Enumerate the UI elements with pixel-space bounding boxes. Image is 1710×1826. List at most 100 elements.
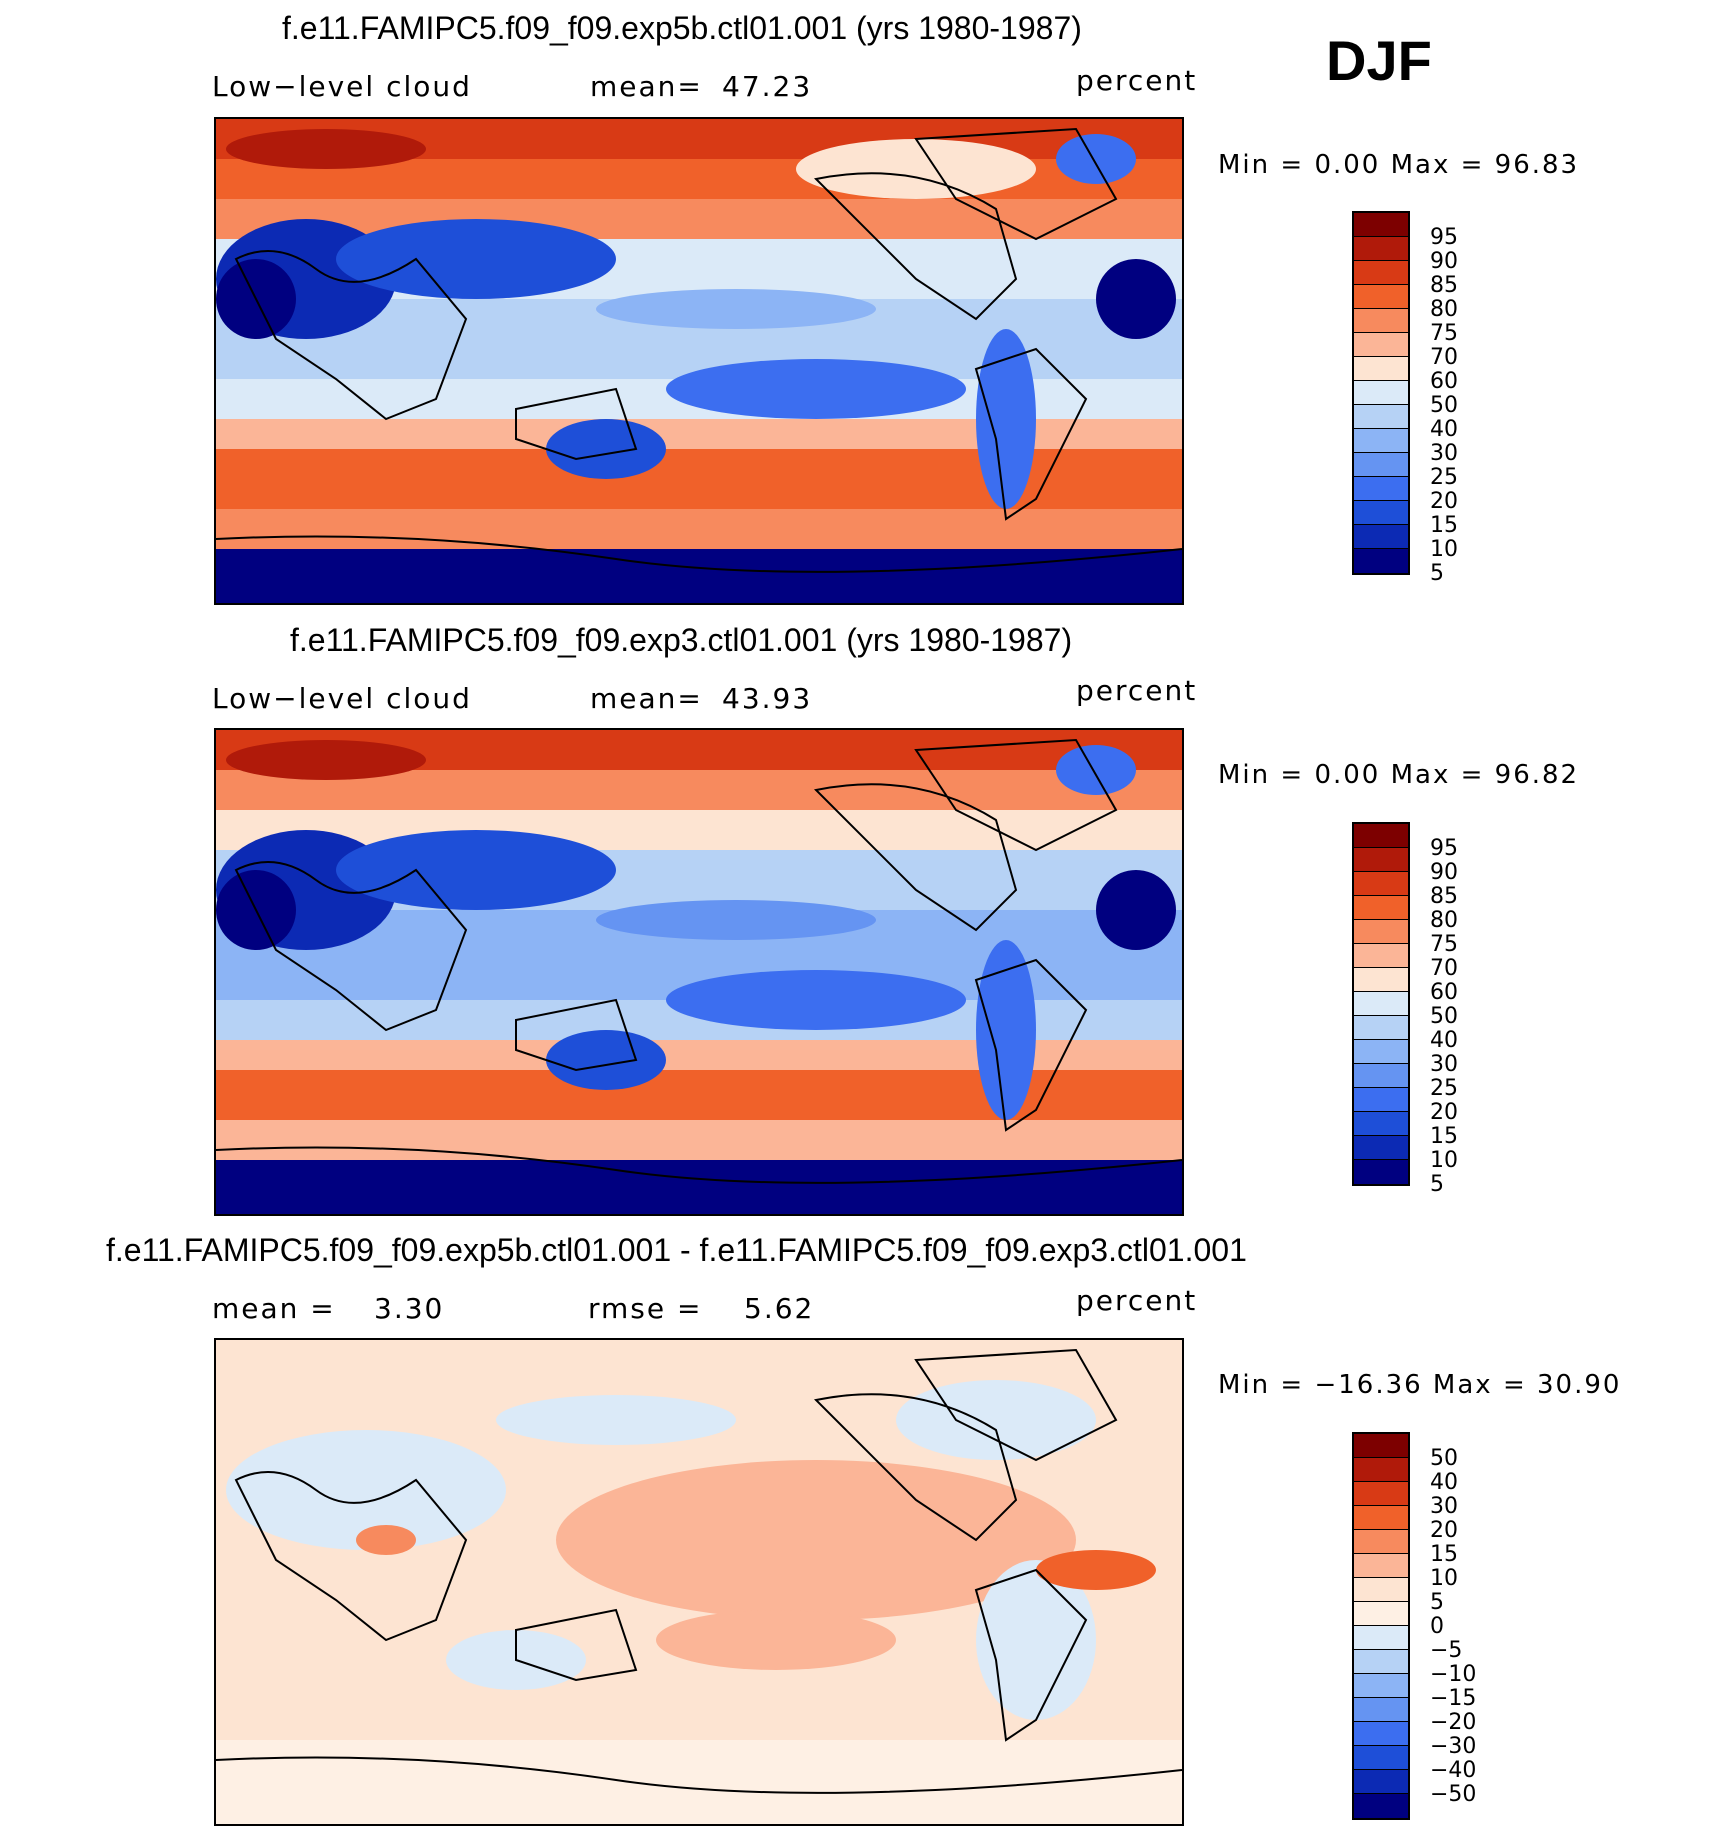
panel-3-mean-label: mean = bbox=[212, 1292, 336, 1325]
colorbar-swatch bbox=[1354, 1530, 1408, 1554]
colorbar-swatch bbox=[1354, 1578, 1408, 1602]
colorbar-swatch bbox=[1354, 1626, 1408, 1650]
colorbar-tick-label: 25 bbox=[1430, 465, 1458, 490]
colorbar-swatch bbox=[1354, 1040, 1408, 1064]
colorbar-swatch bbox=[1354, 1650, 1408, 1674]
colorbar-tick-label: 40 bbox=[1430, 1470, 1458, 1495]
colorbar-tick-label: 40 bbox=[1430, 1028, 1458, 1053]
colorbar-tick-label: 20 bbox=[1430, 489, 1458, 514]
colorbar-swatch bbox=[1354, 944, 1408, 968]
panel-1-units: percent bbox=[1076, 64, 1198, 97]
colorbar-swatch bbox=[1354, 1016, 1408, 1040]
colorbar-tick-label: 50 bbox=[1430, 1446, 1458, 1471]
colorbar-tick-label: 30 bbox=[1430, 441, 1458, 466]
panel-1-mean-value: 47.23 bbox=[722, 70, 813, 103]
colorbar-swatch bbox=[1354, 453, 1408, 477]
colorbar-tick-label: 70 bbox=[1430, 956, 1458, 981]
colorbar-swatch bbox=[1354, 1722, 1408, 1746]
colorbar-tick-label: 5 bbox=[1430, 561, 1444, 586]
colorbar-tick-label: −30 bbox=[1430, 1734, 1477, 1759]
colorbar-tick-label: −40 bbox=[1430, 1758, 1477, 1783]
colorbar-tick-label: 70 bbox=[1430, 345, 1458, 370]
colorbar-swatch bbox=[1354, 872, 1408, 896]
colorbar-tick-label: 20 bbox=[1430, 1518, 1458, 1543]
colorbar-tick-label: 25 bbox=[1430, 1076, 1458, 1101]
colorbar-swatch bbox=[1354, 405, 1408, 429]
colorbar-swatch bbox=[1354, 1434, 1408, 1458]
colorbar-swatch bbox=[1354, 920, 1408, 944]
colorbar-swatch bbox=[1354, 1160, 1408, 1184]
panel-3-map-graphic bbox=[216, 1340, 1182, 1824]
panel-3-units: percent bbox=[1076, 1284, 1198, 1317]
panel-2-variable-label: Low−level cloud bbox=[212, 682, 472, 715]
panel-3-title: f.e11.FAMIPC5.f09_f09.exp5b.ctl01.001 - … bbox=[106, 1232, 1247, 1268]
colorbar-tick-label: −50 bbox=[1430, 1782, 1477, 1807]
panel-2-mean-value: 43.93 bbox=[722, 682, 813, 715]
colorbar-tick-label: 75 bbox=[1430, 321, 1458, 346]
colorbar-swatch bbox=[1354, 237, 1408, 261]
colorbar-swatch bbox=[1354, 525, 1408, 549]
colorbar-swatch bbox=[1354, 549, 1408, 573]
colorbar-tick-label: 60 bbox=[1430, 980, 1458, 1005]
panel-1-map bbox=[214, 117, 1184, 605]
panel-1-map-graphic bbox=[216, 119, 1182, 603]
colorbar-tick-label: 80 bbox=[1430, 908, 1458, 933]
colorbar-tick-label: 5 bbox=[1430, 1172, 1444, 1197]
colorbar-tick-label: 80 bbox=[1430, 297, 1458, 322]
colorbar-swatch bbox=[1354, 1064, 1408, 1088]
panel-3-rmse-label: rmse = bbox=[588, 1292, 703, 1325]
panel-3-rmse-value: 5.62 bbox=[744, 1292, 815, 1325]
panel-2-map-graphic bbox=[216, 730, 1182, 1214]
colorbar-swatch bbox=[1354, 1554, 1408, 1578]
colorbar-swatch bbox=[1354, 1112, 1408, 1136]
colorbar-swatch bbox=[1354, 213, 1408, 237]
colorbar-swatch bbox=[1354, 477, 1408, 501]
colorbar-tick-label: 90 bbox=[1430, 249, 1458, 274]
colorbar-tick-label: 15 bbox=[1430, 513, 1458, 538]
colorbar-swatch bbox=[1354, 848, 1408, 872]
colorbar-swatch bbox=[1354, 501, 1408, 525]
season-label: DJF bbox=[1326, 29, 1432, 92]
colorbar-tick-label: 50 bbox=[1430, 1004, 1458, 1029]
colorbar-tick-label: 85 bbox=[1430, 884, 1458, 909]
colorbar-tick-label: −20 bbox=[1430, 1710, 1477, 1735]
panel-2-title: f.e11.FAMIPC5.f09_f09.exp3.ctl01.001 (yr… bbox=[290, 622, 1073, 658]
colorbar-swatch bbox=[1354, 381, 1408, 405]
colorbar-tick-label: 15 bbox=[1430, 1124, 1458, 1149]
colorbar-tick-label: 10 bbox=[1430, 1148, 1458, 1173]
colorbar-tick-label: 10 bbox=[1430, 1566, 1458, 1591]
colorbar-swatch bbox=[1354, 1458, 1408, 1482]
colorbar-swatch bbox=[1354, 1482, 1408, 1506]
colorbar-swatch bbox=[1354, 896, 1408, 920]
panel-2-units: percent bbox=[1076, 674, 1198, 707]
colorbar-swatch bbox=[1354, 333, 1408, 357]
panel-2-map bbox=[214, 728, 1184, 1216]
colorbar-swatch bbox=[1354, 1506, 1408, 1530]
colorbar-swatch bbox=[1354, 1770, 1408, 1794]
panel-3-map bbox=[214, 1338, 1184, 1826]
panel-1-minmax: Min = 0.00 Max = 96.83 bbox=[1218, 150, 1580, 180]
panel-2-colorbar bbox=[1352, 822, 1410, 1186]
colorbar-tick-label: 20 bbox=[1430, 1100, 1458, 1125]
colorbar-tick-label: 50 bbox=[1430, 393, 1458, 418]
colorbar-swatch bbox=[1354, 1602, 1408, 1626]
colorbar-tick-label: 95 bbox=[1430, 225, 1458, 250]
colorbar-tick-label: 60 bbox=[1430, 369, 1458, 394]
colorbar-tick-label: 10 bbox=[1430, 537, 1458, 562]
colorbar-tick-label: −10 bbox=[1430, 1662, 1477, 1687]
panel-1-mean-label: mean= bbox=[590, 70, 703, 103]
colorbar-tick-label: 0 bbox=[1430, 1614, 1444, 1639]
colorbar-swatch bbox=[1354, 1746, 1408, 1770]
panel-1-variable-label: Low−level cloud bbox=[212, 70, 472, 103]
colorbar-tick-label: 75 bbox=[1430, 932, 1458, 957]
colorbar-swatch bbox=[1354, 1136, 1408, 1160]
colorbar-swatch bbox=[1354, 1698, 1408, 1722]
colorbar-tick-label: −15 bbox=[1430, 1686, 1477, 1711]
colorbar-tick-label: 90 bbox=[1430, 860, 1458, 885]
panel-1-title: f.e11.FAMIPC5.f09_f09.exp5b.ctl01.001 (y… bbox=[282, 10, 1082, 46]
colorbar-tick-label: 15 bbox=[1430, 1542, 1458, 1567]
panel-3-minmax: Min = −16.36 Max = 30.90 bbox=[1218, 1370, 1622, 1400]
panel-3-colorbar bbox=[1352, 1432, 1410, 1820]
panel-2-mean-label: mean= bbox=[590, 682, 703, 715]
colorbar-swatch bbox=[1354, 285, 1408, 309]
